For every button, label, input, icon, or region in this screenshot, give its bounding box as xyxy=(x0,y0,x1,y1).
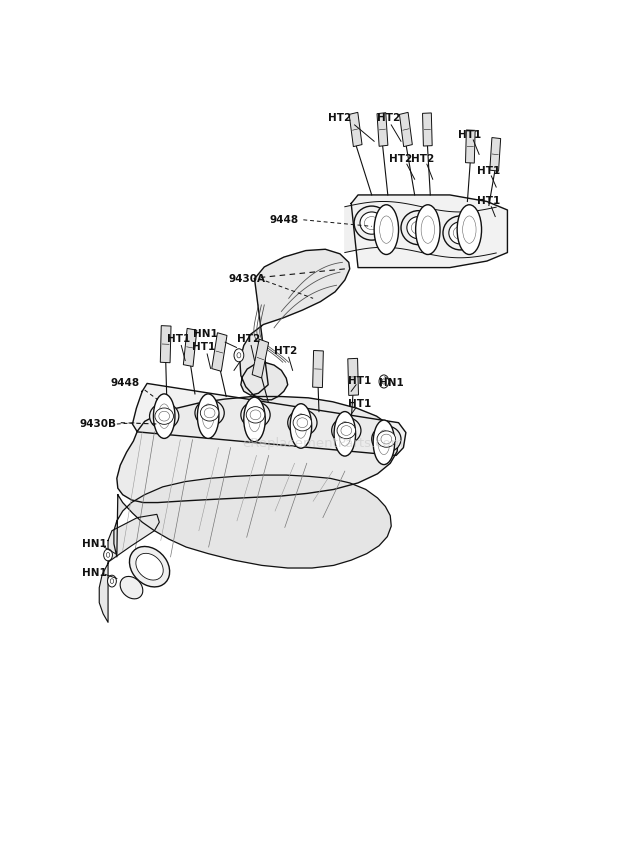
Circle shape xyxy=(104,549,112,561)
Text: HT2: HT2 xyxy=(237,334,260,344)
Circle shape xyxy=(234,348,244,362)
Ellipse shape xyxy=(339,422,351,446)
Ellipse shape xyxy=(380,216,393,243)
Polygon shape xyxy=(252,339,268,378)
Ellipse shape xyxy=(197,394,219,439)
Text: HT1: HT1 xyxy=(192,343,215,353)
Ellipse shape xyxy=(200,405,219,421)
Text: HT1: HT1 xyxy=(478,166,500,176)
Text: HT1: HT1 xyxy=(478,196,500,207)
Polygon shape xyxy=(423,113,432,146)
Ellipse shape xyxy=(354,206,389,240)
Polygon shape xyxy=(114,475,391,568)
Polygon shape xyxy=(312,350,323,388)
Ellipse shape xyxy=(249,407,260,432)
Ellipse shape xyxy=(378,430,390,455)
Ellipse shape xyxy=(443,216,478,250)
Ellipse shape xyxy=(372,426,401,452)
Text: HT2: HT2 xyxy=(328,113,352,123)
Ellipse shape xyxy=(381,434,392,444)
Polygon shape xyxy=(117,396,399,502)
Text: HT2: HT2 xyxy=(411,154,435,164)
Circle shape xyxy=(237,353,241,358)
Text: HT2: HT2 xyxy=(273,346,297,355)
Text: 9448: 9448 xyxy=(111,378,140,388)
Ellipse shape xyxy=(204,408,215,418)
Circle shape xyxy=(379,375,389,388)
Ellipse shape xyxy=(374,205,399,254)
Ellipse shape xyxy=(360,212,384,235)
Ellipse shape xyxy=(462,216,476,243)
Ellipse shape xyxy=(337,422,355,439)
Text: 9430A: 9430A xyxy=(229,274,266,284)
Polygon shape xyxy=(399,112,412,147)
Polygon shape xyxy=(132,383,406,456)
Ellipse shape xyxy=(297,418,307,428)
Ellipse shape xyxy=(244,397,265,442)
Ellipse shape xyxy=(421,216,435,243)
Polygon shape xyxy=(212,332,227,371)
Polygon shape xyxy=(240,249,350,400)
Ellipse shape xyxy=(453,226,468,240)
Polygon shape xyxy=(490,138,501,171)
Text: HT2: HT2 xyxy=(377,113,401,123)
Circle shape xyxy=(382,379,386,384)
Text: HT1: HT1 xyxy=(348,400,371,410)
Ellipse shape xyxy=(136,553,163,580)
Circle shape xyxy=(108,575,117,587)
Circle shape xyxy=(106,552,110,558)
Ellipse shape xyxy=(155,408,173,424)
Polygon shape xyxy=(183,328,197,366)
Ellipse shape xyxy=(202,404,214,428)
Ellipse shape xyxy=(401,211,436,245)
Polygon shape xyxy=(100,514,159,622)
Polygon shape xyxy=(160,326,171,363)
Ellipse shape xyxy=(334,411,355,456)
Ellipse shape xyxy=(288,410,317,436)
Polygon shape xyxy=(466,130,475,163)
Text: HT1: HT1 xyxy=(348,377,371,387)
Text: eReplacementParts.com: eReplacementParts.com xyxy=(242,437,404,451)
Ellipse shape xyxy=(295,414,307,439)
Ellipse shape xyxy=(159,411,169,421)
Text: HN1: HN1 xyxy=(379,378,404,388)
Circle shape xyxy=(110,579,113,583)
Ellipse shape xyxy=(293,415,312,431)
Text: HT1: HT1 xyxy=(458,130,481,139)
Ellipse shape xyxy=(195,400,224,426)
Ellipse shape xyxy=(341,426,352,435)
Ellipse shape xyxy=(246,406,265,423)
Text: HN1: HN1 xyxy=(193,329,218,339)
Ellipse shape xyxy=(158,404,170,428)
Ellipse shape xyxy=(364,217,379,230)
Ellipse shape xyxy=(377,431,396,447)
Text: HN1: HN1 xyxy=(82,569,106,578)
Ellipse shape xyxy=(241,402,270,428)
Ellipse shape xyxy=(154,394,175,439)
Text: HT2: HT2 xyxy=(389,154,413,164)
Polygon shape xyxy=(377,113,388,146)
Text: HN1: HN1 xyxy=(82,539,106,549)
Ellipse shape xyxy=(411,221,426,235)
Polygon shape xyxy=(351,195,507,268)
Ellipse shape xyxy=(331,417,361,444)
Text: 9430B: 9430B xyxy=(80,419,117,429)
Text: HT1: HT1 xyxy=(167,334,190,344)
Polygon shape xyxy=(345,201,496,258)
Ellipse shape xyxy=(457,205,481,254)
Ellipse shape xyxy=(120,576,143,599)
Ellipse shape xyxy=(407,217,430,239)
Ellipse shape xyxy=(250,410,261,420)
Ellipse shape xyxy=(449,222,472,244)
Ellipse shape xyxy=(129,547,169,586)
Ellipse shape xyxy=(290,404,312,448)
Ellipse shape xyxy=(416,205,440,254)
Ellipse shape xyxy=(149,403,179,429)
Polygon shape xyxy=(348,359,358,395)
Polygon shape xyxy=(349,112,362,147)
Ellipse shape xyxy=(373,420,394,465)
Text: 9448: 9448 xyxy=(269,215,299,224)
